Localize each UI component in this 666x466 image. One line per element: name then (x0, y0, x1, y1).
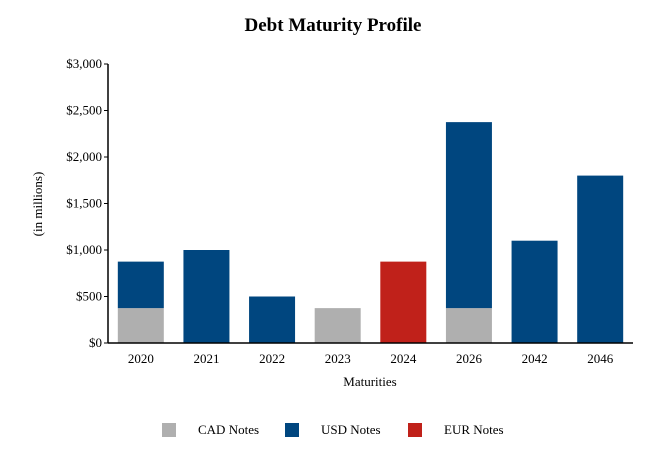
bar-usd-notes-2022 (249, 296, 296, 343)
bar-cad-notes-2020 (117, 308, 164, 343)
legend-swatch-usd (285, 423, 299, 437)
y-tick-label: $0 (89, 335, 102, 350)
y-axis-label: (in millions) (30, 172, 45, 237)
legend-item-eur: EUR Notes (408, 422, 504, 438)
x-axis-label: Maturities (343, 374, 396, 389)
bar-usd-notes-2042 (511, 240, 558, 343)
x-tick-label: 2046 (587, 351, 614, 366)
bar-usd-notes-2026 (445, 122, 492, 309)
x-tick-label: 2024 (390, 351, 417, 366)
y-tick-label: $1,000 (66, 242, 102, 257)
legend-label-usd: USD Notes (321, 422, 381, 437)
bar-usd-notes-2021 (183, 250, 230, 343)
bar-eur-notes-2024 (380, 261, 427, 343)
bar-usd-notes-2046 (577, 175, 624, 343)
y-tick-label: $3,000 (66, 56, 102, 71)
bar-cad-notes-2023 (314, 308, 361, 343)
bar-usd-notes-2020 (117, 261, 164, 309)
x-tick-label: 2026 (456, 351, 483, 366)
y-tick-label: $2,000 (66, 149, 102, 164)
chart-title: Debt Maturity Profile (244, 15, 422, 36)
legend-label-cad: CAD Notes (198, 422, 260, 437)
legend-swatch-eur (408, 423, 422, 437)
bar-cad-notes-2026 (445, 308, 492, 343)
x-tick-label: 2021 (193, 351, 219, 366)
y-tick-label: $500 (76, 289, 102, 304)
legend-item-usd: USD Notes (285, 422, 381, 438)
x-tick-label: 2020 (128, 351, 154, 366)
x-tick-label: 2023 (325, 351, 351, 366)
x-tick-label: 2022 (259, 351, 285, 366)
legend-swatch-cad (162, 423, 176, 437)
y-tick-label: $1,500 (66, 196, 102, 211)
x-tick-label: 2042 (522, 351, 548, 366)
legend-label-eur: EUR Notes (444, 422, 504, 437)
legend-item-cad: CAD Notes (162, 422, 259, 438)
y-tick-label: $2,500 (66, 103, 102, 118)
